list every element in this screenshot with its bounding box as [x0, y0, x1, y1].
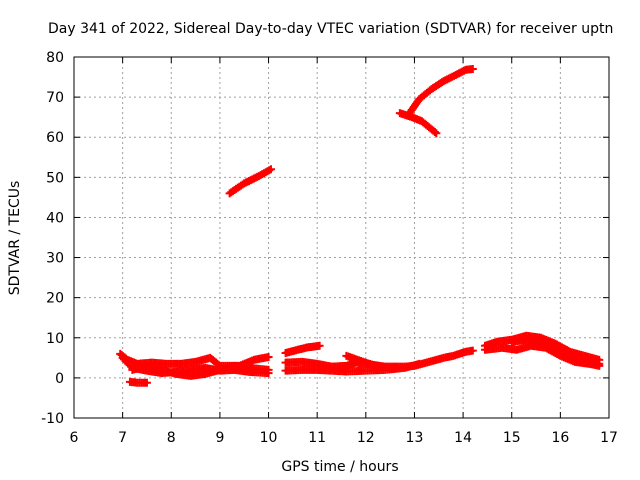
y-tick-label: 60	[46, 130, 64, 146]
data-point	[415, 359, 424, 368]
data-point	[432, 129, 441, 138]
data-point	[386, 363, 395, 372]
y-tick-label: 70	[46, 90, 64, 106]
data-series	[116, 65, 604, 387]
chart-title: Day 341 of 2022, Sidereal Day-to-day VTE…	[48, 21, 613, 37]
x-axis-title: GPS time / hours	[281, 459, 398, 475]
data-point	[430, 128, 439, 137]
y-tick-label: 30	[46, 251, 64, 267]
y-tick-label: 10	[46, 331, 64, 347]
data-point	[264, 353, 273, 362]
x-tick-label: 14	[454, 430, 472, 446]
data-point	[595, 359, 604, 368]
y-tick-label: 20	[46, 291, 64, 307]
x-tick-label: 12	[357, 430, 375, 446]
data-point	[142, 378, 151, 387]
data-point	[468, 65, 477, 74]
x-tick-label: 16	[551, 430, 569, 446]
data-point	[266, 165, 275, 174]
data-point	[264, 365, 273, 374]
y-tick-label: 80	[46, 50, 64, 66]
x-tick-label: 10	[260, 430, 278, 446]
y-tick-label: 50	[46, 170, 64, 186]
x-tick-label: 17	[600, 430, 618, 446]
series-band-d	[281, 341, 324, 358]
series-arc-rise	[405, 65, 477, 118]
x-tick-label: 9	[215, 430, 224, 446]
x-tick-label: 13	[406, 430, 424, 446]
grid	[74, 57, 609, 418]
plot-frame	[73, 56, 610, 419]
y-axis-title: SDTVAR / TECUs	[7, 181, 23, 296]
x-tick-label: 6	[70, 430, 79, 446]
series-band-j	[507, 335, 604, 368]
series-low-segment	[125, 377, 151, 387]
y-tick-label: 40	[46, 210, 64, 226]
series-band-c	[128, 361, 273, 380]
data-point	[468, 346, 477, 355]
x-tick-label: 7	[118, 430, 127, 446]
series-band-g	[342, 351, 395, 372]
x-tick-label: 15	[503, 430, 521, 446]
y-tick-labels: -10 0 10 20 30 40 50 60 70 80	[41, 50, 64, 427]
y-tick-label: 0	[55, 371, 64, 387]
y-tick-label: -10	[41, 411, 64, 427]
series-evening-arc-1	[225, 165, 275, 198]
x-tick-label: 11	[308, 430, 326, 446]
x-tick-labels: 6 7 8 9 10 11 12 13 14 15 16 17	[70, 430, 618, 446]
tick-marks	[73, 56, 610, 419]
data-point	[315, 341, 324, 350]
series-arc-fall	[395, 109, 441, 138]
x-tick-label: 8	[167, 430, 176, 446]
